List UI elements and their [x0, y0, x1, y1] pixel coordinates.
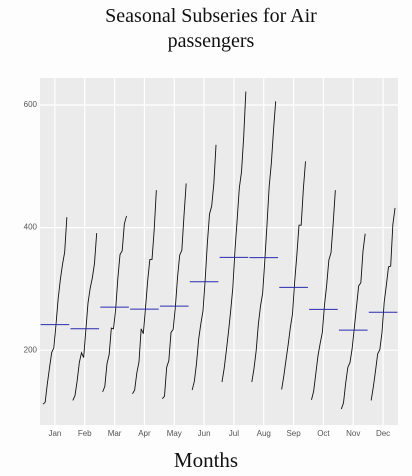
- y-tick-label: 600: [24, 100, 38, 109]
- subseries-line: [132, 190, 157, 394]
- x-tick-label: Apr: [138, 429, 151, 438]
- x-tick-label: Aug: [257, 429, 271, 438]
- subseries-line: [102, 215, 127, 393]
- x-tick-label: Dec: [376, 429, 390, 438]
- subseries-line: [191, 144, 217, 391]
- subseries-line: [72, 233, 98, 401]
- subseries-line: [340, 233, 366, 410]
- subseries-line: [281, 161, 306, 390]
- subseries-line: [42, 217, 68, 405]
- x-tick-label: Nov: [346, 429, 360, 438]
- x-axis-label: Months: [173, 448, 239, 472]
- x-tick-label: Jun: [198, 429, 211, 438]
- y-tick-label: 200: [24, 345, 38, 354]
- subseries-line: [221, 91, 247, 383]
- subseries-line: [161, 183, 187, 399]
- x-tick-label: Feb: [78, 429, 92, 438]
- subseries-line: [370, 207, 396, 401]
- x-tick-label: Sep: [286, 429, 301, 438]
- x-tick-label: Jul: [229, 429, 239, 438]
- chart-title: Seasonal Subseries for Air passengers: [105, 5, 317, 52]
- subseries-line: [251, 101, 277, 383]
- x-tick-label: Jan: [48, 429, 61, 438]
- x-tick-label: Mar: [108, 429, 122, 438]
- subseries-line: [311, 190, 336, 400]
- x-tick-label: May: [167, 429, 182, 438]
- plot-background: [40, 78, 398, 425]
- y-tick-label: 400: [24, 223, 38, 232]
- x-tick-label: Oct: [317, 429, 330, 438]
